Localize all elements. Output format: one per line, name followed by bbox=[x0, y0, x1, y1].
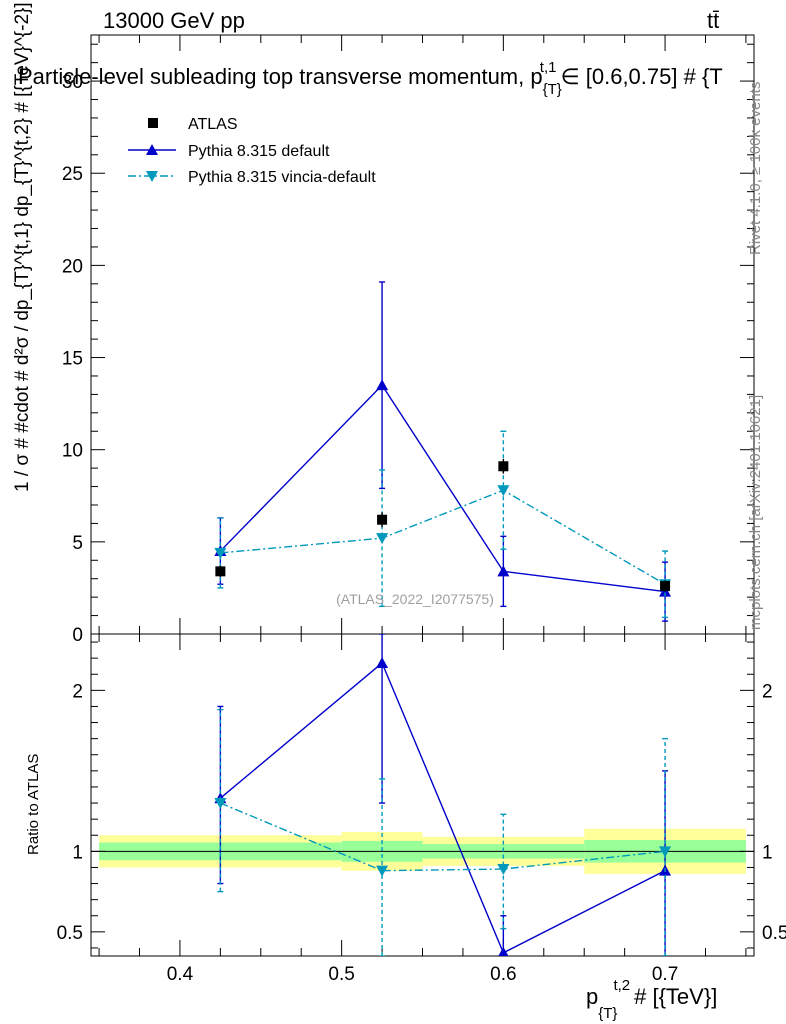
vincia-point bbox=[497, 485, 510, 497]
atlas-point bbox=[660, 581, 671, 592]
main-y-tick-label: 30 bbox=[62, 72, 83, 93]
ratio-vincia-point bbox=[376, 865, 389, 877]
main-y-axis-label: 1 / σ # #cdot # d²σ / dp_{T}^{t,1} dp_{T… bbox=[12, 2, 33, 492]
main-y-tick-label: 10 bbox=[62, 441, 83, 462]
main-y-tick-label: 5 bbox=[72, 533, 83, 554]
legend: ATLAS Pythia 8.315 default Pythia 8.315 … bbox=[128, 116, 376, 186]
side-mcplots-label: mcplots.cern.ch [arXiv:2401.10621] bbox=[747, 395, 764, 630]
energy-label: 13000 GeV pp bbox=[103, 8, 245, 33]
default-point bbox=[497, 565, 510, 577]
ratio-y-tick-label: 0.5 bbox=[57, 923, 83, 944]
ratio-series-marks bbox=[214, 634, 672, 956]
ratio-vincia-point bbox=[214, 798, 227, 810]
main-y-tick-label: 25 bbox=[62, 164, 83, 185]
x-axis-label: p{T}t,2 # [{TeV}] bbox=[586, 977, 717, 1022]
vincia-point bbox=[214, 547, 227, 559]
default-series-line bbox=[219, 384, 666, 593]
x-tick-label: 0.6 bbox=[490, 964, 516, 985]
vincia-point bbox=[376, 533, 389, 545]
ratio-y-tick-label: 2 bbox=[72, 681, 83, 702]
legend-default-label: Pythia 8.315 default bbox=[188, 143, 330, 160]
legend-vincia-marker bbox=[146, 171, 158, 182]
ratio-vincia-point bbox=[659, 846, 672, 858]
analysis-watermark: (ATLAS_2022_I2077575) bbox=[336, 591, 494, 607]
plot-title: Particle-level subleading top transverse… bbox=[18, 59, 723, 98]
side-rivet-label: Rivet 4.1.0, ≥ 100k events bbox=[747, 82, 764, 255]
ratio-vincia-line bbox=[220, 802, 666, 872]
ratio-y-tick-label-right: 2 bbox=[762, 681, 773, 702]
main-axis-ticks: 0 5 10 15 20 25 30 bbox=[62, 35, 754, 646]
ratio-panel-frame bbox=[90, 633, 755, 957]
x-tick-label: 0.5 bbox=[328, 964, 354, 985]
x-tick-label: 0.4 bbox=[167, 964, 194, 985]
vincia-series-line bbox=[220, 489, 666, 585]
ratio-y-tick-label-right: 1 bbox=[762, 842, 773, 863]
ratio-default-line bbox=[219, 661, 666, 954]
ratio-vincia-point bbox=[497, 864, 510, 876]
legend-atlas-label: ATLAS bbox=[188, 116, 238, 133]
ratio-y-tick-label: 1 bbox=[72, 842, 83, 863]
ratio-y-tick-label-right: 0.5 bbox=[762, 923, 786, 944]
legend-atlas-marker bbox=[148, 118, 158, 128]
main-y-tick-label: 15 bbox=[62, 349, 83, 370]
atlas-point bbox=[498, 461, 509, 472]
legend-vincia-label: Pythia 8.315 vincia-default bbox=[188, 169, 376, 186]
main-series-marks bbox=[214, 281, 672, 622]
ratio-axis-ticks: 0.4 0.5 0.6 0.7 0.5 0.5 1 1 2 2 bbox=[57, 634, 786, 985]
main-y-tick-label: 0 bbox=[72, 625, 83, 646]
x-tick-label: 0.7 bbox=[652, 964, 678, 985]
process-label: tt̄ bbox=[707, 8, 719, 33]
ratio-y-axis-label: Ratio to ATLAS bbox=[25, 754, 42, 855]
ratio-default-point bbox=[498, 946, 509, 956]
default-point bbox=[376, 379, 389, 391]
atlas-point bbox=[215, 566, 226, 577]
main-y-tick-label: 20 bbox=[62, 256, 83, 277]
ratio-default-point bbox=[376, 656, 389, 668]
atlas-point bbox=[377, 514, 388, 525]
legend-default-marker bbox=[146, 144, 158, 155]
